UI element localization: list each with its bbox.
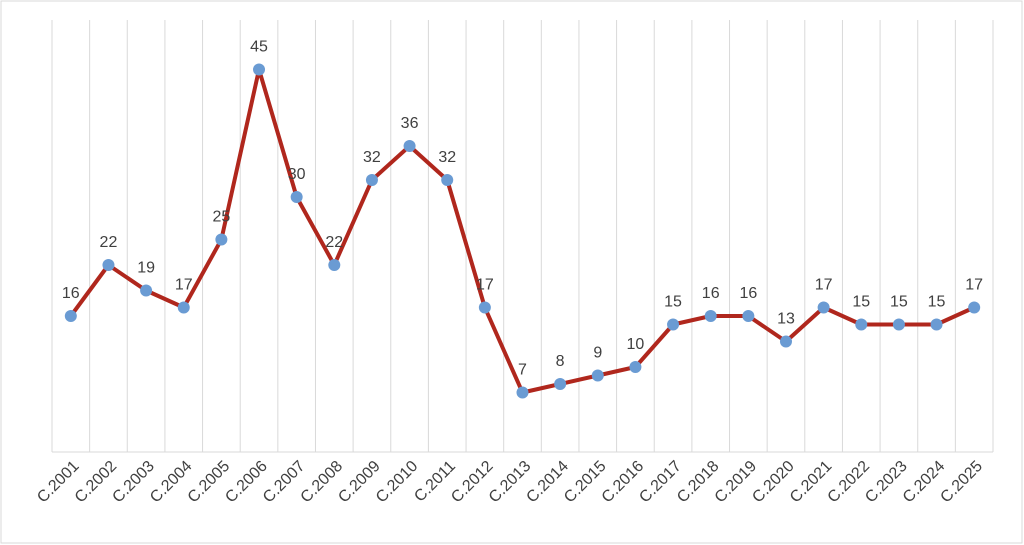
- data-label: 17: [476, 277, 494, 294]
- data-label: 30: [288, 166, 306, 183]
- data-point: [591, 369, 604, 382]
- data-label: 8: [556, 353, 565, 370]
- data-label: 10: [627, 336, 645, 353]
- data-point: [478, 301, 491, 314]
- data-point: [441, 174, 454, 186]
- data-point: [177, 301, 190, 314]
- data-label: 7: [518, 362, 527, 379]
- data-label: 22: [325, 234, 343, 251]
- data-point: [102, 259, 115, 271]
- data-label: 15: [664, 294, 682, 311]
- data-label: 19: [137, 260, 155, 277]
- data-point: [629, 361, 642, 373]
- data-label: 16: [739, 285, 757, 302]
- data-point: [215, 233, 228, 246]
- data-label: 32: [363, 149, 381, 166]
- data-point: [817, 301, 830, 314]
- data-label: 36: [401, 115, 419, 132]
- data-point: [365, 174, 378, 186]
- data-label: 17: [965, 277, 983, 294]
- data-point: [140, 284, 153, 297]
- data-point: [253, 63, 266, 76]
- data-label: 13: [777, 311, 795, 328]
- data-point: [403, 140, 416, 152]
- data-point: [667, 318, 680, 331]
- data-label: 17: [815, 277, 833, 294]
- data-label: 16: [62, 285, 80, 302]
- data-point: [892, 318, 905, 331]
- data-label: 45: [250, 39, 268, 56]
- data-label: 22: [100, 234, 118, 251]
- data-label: 32: [438, 149, 456, 166]
- data-label: 15: [890, 294, 908, 311]
- data-label: 17: [175, 277, 193, 294]
- data-label: 15: [852, 294, 870, 311]
- data-label: 16: [702, 285, 720, 302]
- data-point: [968, 301, 981, 314]
- data-point: [64, 310, 77, 322]
- data-point: [328, 259, 341, 271]
- data-point: [704, 310, 717, 322]
- data-point: [516, 386, 529, 399]
- data-label: 25: [212, 209, 230, 226]
- data-point: [855, 318, 868, 331]
- data-point: [779, 335, 792, 348]
- data-label: 15: [928, 294, 946, 311]
- data-point: [930, 318, 943, 331]
- data-label: 9: [593, 345, 602, 362]
- data-point: [742, 310, 755, 322]
- data-point: [290, 191, 303, 203]
- data-point: [554, 378, 567, 390]
